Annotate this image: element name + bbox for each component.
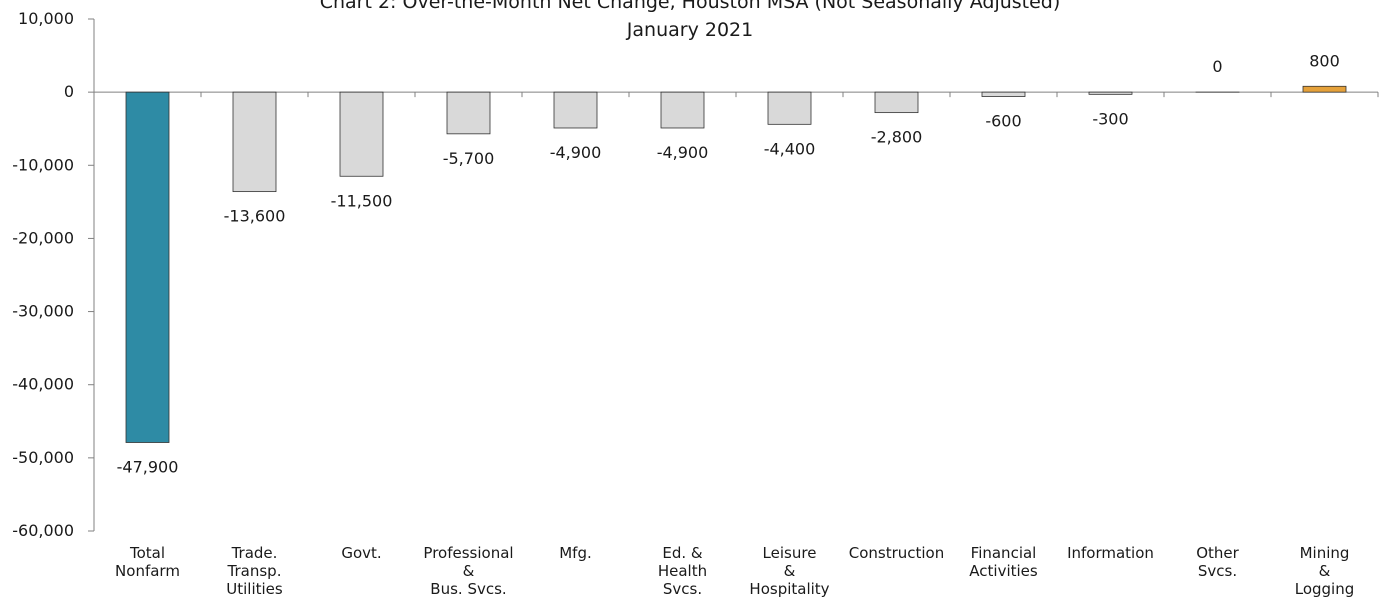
bar [126, 92, 169, 442]
category-label: Trade.Transp.Utilities [226, 544, 283, 598]
category-label: Professional&Bus. Svcs. [423, 544, 513, 598]
category-label-line: Activities [969, 562, 1038, 580]
category-label: Leisure&Hospitality [749, 544, 829, 598]
category-label-line: Nonfarm [115, 562, 180, 580]
category-label-line: Logging [1295, 580, 1355, 598]
y-tick-label: -40,000 [12, 375, 74, 394]
data-label: -4,400 [764, 139, 816, 158]
category-label-line: Professional [423, 544, 513, 562]
chart-title-line-2: January 2021 [626, 19, 753, 41]
y-tick-label: -20,000 [12, 228, 74, 247]
data-label: -13,600 [224, 207, 286, 226]
category-label-line: Construction [849, 544, 945, 562]
category-label-line: Bus. Svcs. [430, 580, 506, 598]
data-label: -47,900 [117, 457, 179, 476]
category-label-line: Health [658, 562, 707, 580]
data-label: -300 [1092, 109, 1128, 128]
bar [1303, 86, 1346, 92]
category-label-line: Mfg. [559, 544, 592, 562]
category-label-line: Utilities [226, 580, 283, 598]
category-label-line: Ed. & [662, 544, 703, 562]
data-label: 800 [1309, 51, 1340, 70]
y-tick-label: -10,000 [12, 155, 74, 174]
category-label-line: Financial [971, 544, 1037, 562]
category-label-line: Information [1067, 544, 1154, 562]
category-label-line: & [784, 562, 796, 580]
category-label-line: Trade. [231, 544, 278, 562]
y-tick-label: 10,000 [18, 9, 74, 28]
y-tick-label: -50,000 [12, 448, 74, 467]
bar [1089, 92, 1132, 94]
data-label: -11,500 [331, 191, 393, 210]
category-label-line: Mining [1300, 544, 1350, 562]
bar [875, 92, 918, 112]
data-label: -2,800 [871, 128, 923, 147]
data-label: -4,900 [550, 143, 602, 162]
category-label: Mining&Logging [1295, 544, 1355, 598]
bar [233, 92, 276, 191]
data-label: -600 [985, 112, 1021, 131]
category-label-line: Govt. [341, 544, 381, 562]
category-label-line: & [1319, 562, 1331, 580]
category-label-line: Total [129, 544, 165, 562]
category-label-line: & [463, 562, 475, 580]
category-label-line: Other [1196, 544, 1239, 562]
category-label: Govt. [341, 544, 381, 562]
category-label-line: Hospitality [749, 580, 829, 598]
category-label: Information [1067, 544, 1154, 562]
category-label: Construction [849, 544, 945, 562]
data-label: -4,900 [657, 143, 709, 162]
bar [340, 92, 383, 176]
bar [554, 92, 597, 128]
category-label: Mfg. [559, 544, 592, 562]
chart-title-line-1: Chart 2: Over-the-Month Net Change, Hous… [320, 0, 1061, 13]
bar [661, 92, 704, 128]
data-label: 0 [1212, 57, 1222, 76]
category-label-line: Svcs. [1198, 562, 1237, 580]
bar [447, 92, 490, 134]
y-tick-label: 0 [64, 82, 74, 101]
data-label: -5,700 [443, 149, 495, 168]
category-label-line: Svcs. [663, 580, 702, 598]
bar [982, 92, 1025, 96]
category-label-line: Transp. [227, 562, 282, 580]
y-tick-label: -60,000 [12, 521, 74, 540]
category-label-line: Leisure [763, 544, 817, 562]
y-tick-label: -30,000 [12, 302, 74, 321]
bar [768, 92, 811, 124]
